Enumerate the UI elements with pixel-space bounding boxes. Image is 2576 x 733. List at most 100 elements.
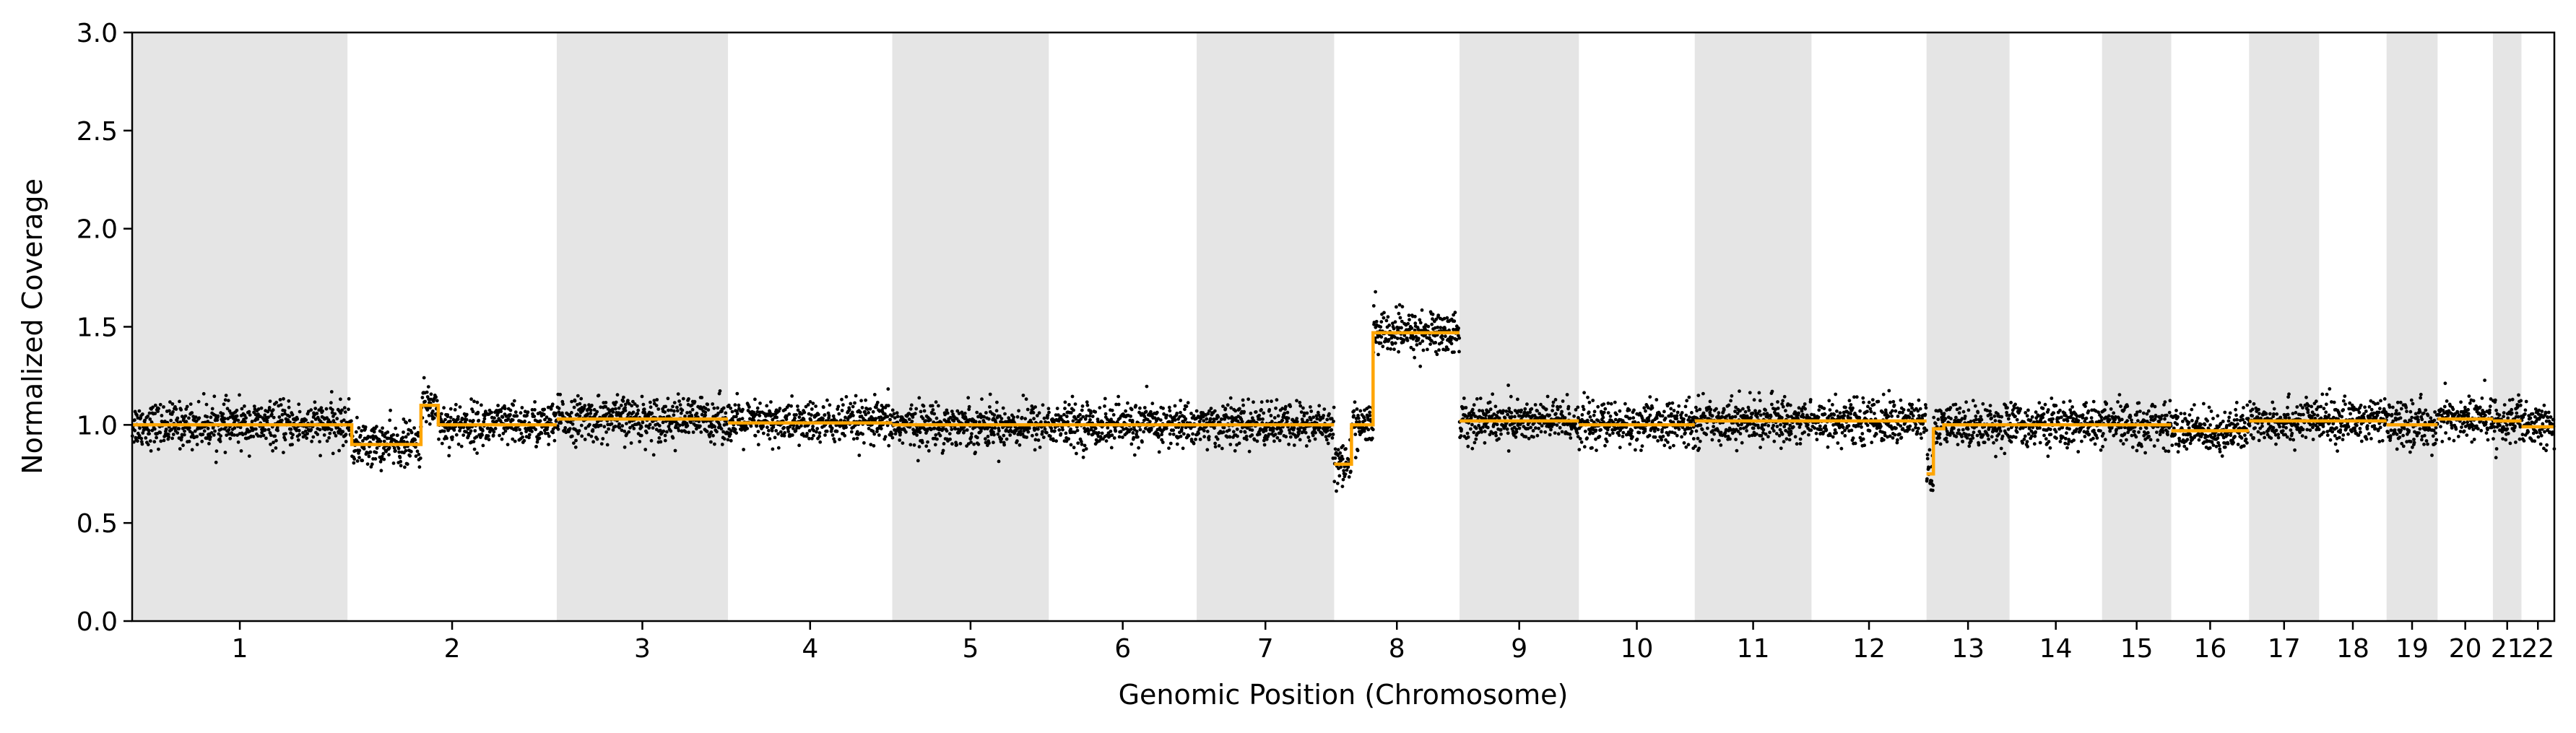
coverage-point	[1758, 409, 1761, 413]
coverage-point	[1330, 436, 1335, 440]
coverage-point	[890, 432, 894, 436]
coverage-point	[1749, 415, 1753, 420]
coverage-point	[1100, 431, 1104, 435]
coverage-point	[447, 454, 451, 458]
coverage-point	[1081, 455, 1085, 459]
coverage-point	[440, 441, 444, 446]
coverage-point	[1552, 422, 1556, 426]
coverage-point	[1109, 446, 1114, 450]
coverage-point	[537, 436, 542, 441]
coverage-point	[233, 433, 236, 437]
coverage-point	[758, 402, 762, 405]
coverage-point	[1870, 398, 1875, 402]
coverage-point	[1035, 433, 1038, 437]
coverage-point	[282, 409, 287, 413]
coverage-point	[1809, 428, 1813, 433]
chromosome-band-7	[1197, 32, 1335, 621]
coverage-point	[1865, 423, 1870, 428]
coverage-point	[261, 425, 265, 430]
coverage-point	[360, 459, 365, 463]
coverage-point	[1831, 435, 1835, 439]
coverage-point	[1036, 414, 1039, 417]
coverage-point	[679, 411, 683, 415]
chromosome-band-1	[132, 32, 348, 621]
coverage-point	[371, 437, 376, 441]
coverage-point	[1668, 402, 1672, 406]
coverage-point	[502, 426, 506, 430]
coverage-point	[1605, 439, 1609, 443]
coverage-point	[1553, 431, 1557, 435]
coverage-point	[1335, 489, 1338, 493]
coverage-point	[1514, 435, 1518, 439]
coverage-point	[941, 448, 945, 453]
coverage-point	[1395, 337, 1400, 340]
coverage-point	[219, 434, 222, 438]
coverage-point	[1374, 340, 1378, 344]
coverage-point	[1824, 428, 1829, 432]
coverage-point	[1617, 433, 1621, 438]
coverage-point	[729, 406, 733, 410]
coverage-point	[867, 427, 871, 430]
coverage-point	[948, 437, 952, 441]
coverage-point	[774, 429, 779, 433]
coverage-point	[141, 431, 145, 435]
coverage-point	[1603, 443, 1607, 448]
coverage-point	[1495, 422, 1499, 427]
coverage-point	[1535, 409, 1540, 413]
coverage-point	[1021, 425, 1025, 430]
coverage-point	[1339, 465, 1343, 469]
coverage-point	[595, 437, 599, 441]
coverage-point	[1872, 402, 1876, 407]
coverage-point	[1698, 439, 1702, 443]
coverage-point	[886, 387, 890, 391]
coverage-point	[443, 417, 447, 422]
coverage-point	[1717, 411, 1721, 415]
coverage-point	[1684, 413, 1688, 417]
coverage-point	[578, 402, 582, 406]
coverage-point	[1392, 347, 1396, 352]
coverage-point	[207, 441, 211, 446]
coverage-point	[623, 406, 627, 409]
coverage-point	[1879, 425, 1883, 428]
coverage-point	[769, 400, 773, 404]
coverage-point	[1168, 409, 1172, 413]
coverage-point	[912, 443, 916, 447]
coverage-point	[556, 427, 560, 431]
coverage-point	[875, 400, 880, 404]
coverage-point	[875, 405, 878, 409]
coverage-point	[1074, 417, 1078, 421]
coverage-point	[629, 441, 633, 445]
coverage-point	[1805, 422, 1810, 427]
coverage-point	[666, 396, 670, 401]
coverage-point	[604, 404, 608, 409]
coverage-point	[945, 429, 949, 433]
coverage-point	[703, 410, 708, 415]
coverage-point	[1124, 409, 1127, 413]
coverage-point	[1064, 431, 1068, 435]
coverage-point	[273, 434, 277, 438]
coverage-point	[864, 412, 868, 417]
coverage-point	[414, 454, 418, 459]
coverage-point	[595, 409, 599, 414]
coverage-point	[164, 428, 168, 431]
coverage-point	[1862, 443, 1867, 448]
coverage-point	[726, 438, 730, 442]
coverage-point	[1379, 325, 1383, 329]
coverage-point	[1890, 409, 1894, 413]
coverage-point	[1063, 407, 1067, 410]
coverage-point	[1389, 347, 1392, 351]
coverage-point	[597, 394, 601, 397]
coverage-point	[1555, 423, 1559, 428]
coverage-point	[1842, 414, 1847, 417]
coverage-point	[1781, 399, 1785, 403]
coverage-point	[1298, 438, 1302, 442]
coverage-point	[1017, 409, 1020, 413]
coverage-point	[858, 410, 862, 415]
coverage-point	[785, 414, 789, 418]
coverage-point	[1469, 427, 1473, 431]
coverage-point	[135, 413, 139, 417]
coverage-point	[1041, 430, 1044, 434]
coverage-point	[1015, 415, 1020, 419]
coverage-point	[1418, 364, 1423, 368]
coverage-point	[513, 410, 518, 415]
